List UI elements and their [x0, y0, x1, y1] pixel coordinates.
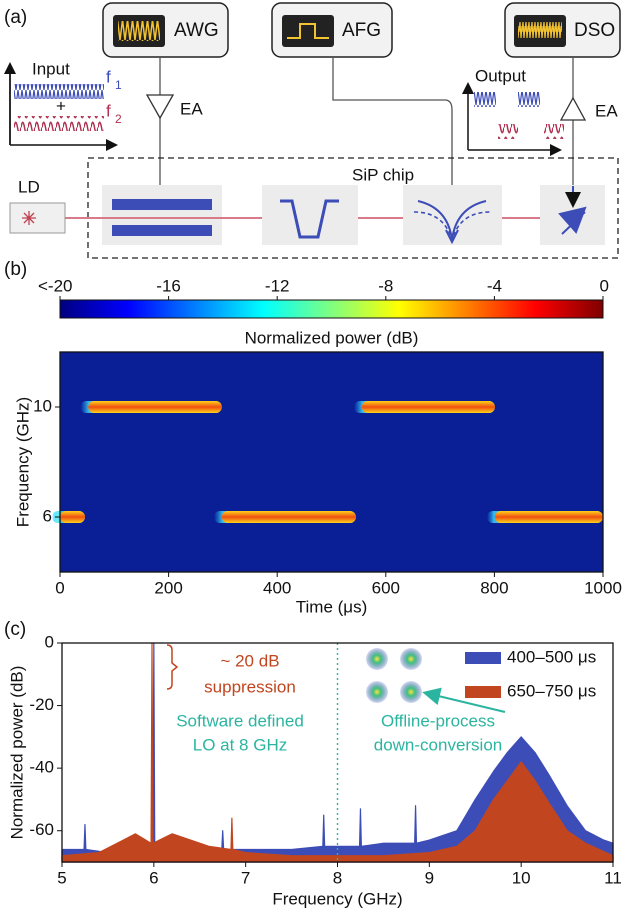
x-tick-label: 9: [425, 868, 434, 887]
dso-label: DSO: [574, 20, 615, 41]
electrode: [112, 225, 212, 236]
y-tick-label: -20: [29, 695, 54, 714]
laser-label: LD: [18, 177, 40, 196]
segment: [60, 511, 85, 523]
y-tick-label: 6: [43, 506, 52, 525]
annotation: ~ 20 dB: [220, 651, 279, 670]
legend-swatch: [465, 686, 501, 698]
awg-wave: [118, 21, 160, 41]
segment: [494, 511, 603, 523]
x-tick-label: 7: [241, 868, 250, 887]
f1-sub: 1: [115, 78, 122, 92]
colorbar-label: Normalized power (dB): [245, 328, 419, 347]
colorbar-tick-label: <-20: [38, 276, 73, 295]
output-burst: [518, 92, 540, 107]
amp-label: EA: [595, 101, 618, 120]
plus: +: [56, 96, 66, 115]
afg-wave: [287, 23, 329, 39]
x-tick-label: 5: [57, 868, 66, 887]
constellation: [366, 681, 388, 703]
y-axis-label: Frequency (GHz): [13, 397, 32, 527]
colorbar-tick-label: 0: [600, 276, 609, 295]
input-title: Input: [32, 59, 70, 78]
awg-label: AWG: [174, 20, 219, 41]
output-burst: [474, 92, 496, 107]
constellation: [400, 681, 422, 703]
x-tick-label: 400: [263, 578, 291, 597]
constellation: [366, 648, 388, 670]
x-tick-label: 10: [512, 868, 531, 887]
segment: [221, 511, 356, 523]
x-tick-label: 600: [372, 578, 400, 597]
x-tick-label: 8: [333, 868, 342, 887]
colorbar-tick-label: -12: [265, 276, 290, 295]
plot-frame: [61, 642, 614, 863]
afg-icon: [282, 15, 334, 47]
amplifier: [145, 94, 175, 120]
filter-icon: [280, 199, 339, 239]
y-tick-label: 0: [45, 632, 54, 651]
output-burst: [544, 124, 564, 139]
annotations: ~ 20 dB suppression Software defined LO …: [166, 644, 506, 754]
x-tick-label: 11: [604, 868, 622, 887]
electrode: [112, 199, 212, 210]
panel-label: (c): [4, 619, 26, 640]
amp-label: EA: [180, 99, 203, 118]
dso-wave: [518, 21, 562, 41]
laser: [9, 202, 66, 234]
panel-label: (b): [4, 259, 27, 280]
y-tick-label: -60: [29, 820, 54, 839]
x-tick-label: 6: [149, 868, 158, 887]
panel-label: (a): [4, 7, 27, 28]
colorbar-tick-label: -8: [378, 276, 393, 295]
x-tick-label: 1000: [584, 578, 622, 597]
y-tick-label: -40: [29, 758, 54, 777]
f1-label: f: [106, 67, 111, 86]
spectrum: [61, 642, 614, 863]
schematic: (a) AWG AFG DSO EA EA Input + f 1 f 2 Ou…: [4, 2, 621, 259]
y-tick-label: 10: [33, 396, 52, 415]
output-burst: [498, 124, 518, 139]
afg-label: AFG: [342, 20, 381, 41]
input-wave-1: [14, 84, 104, 99]
chip-outline: [87, 157, 619, 259]
x-tick-label: 800: [480, 578, 508, 597]
colorbar: [59, 299, 604, 319]
laser-icon: [22, 211, 36, 225]
filter: [262, 185, 358, 245]
amplifier: [559, 96, 587, 121]
x-tick-label: 200: [154, 578, 182, 597]
chip-label: SiP chip: [352, 165, 414, 184]
heatmap-background: [60, 352, 603, 572]
output-title: Output: [475, 66, 526, 85]
constellation: [400, 648, 422, 670]
x-axis-label: Time (μs): [296, 597, 368, 616]
annotation: Offline-process: [381, 711, 495, 730]
y-axis-label: Normalized power (dB): [7, 666, 26, 840]
x-tick-label: 0: [55, 578, 64, 597]
colorbar-tick-label: -16: [156, 276, 181, 295]
pointer: [422, 687, 506, 713]
annotation: Software defined: [176, 711, 304, 730]
legend-label: 650–750 μs: [507, 681, 596, 700]
plot-frame: [59, 351, 604, 573]
segment: [88, 401, 222, 413]
annotation: suppression: [204, 677, 296, 696]
x-axis-label: Frequency (GHz): [272, 889, 402, 908]
f2-sub: 2: [115, 112, 122, 126]
annotation: down-conversion: [374, 735, 503, 754]
input-wave-2: [14, 116, 104, 131]
detector-icon: [558, 206, 587, 235]
colorbar-tick-label: -4: [487, 276, 502, 295]
legend-swatch: [465, 652, 501, 664]
bracket: [166, 644, 179, 690]
f2-label: f: [106, 101, 111, 120]
afg-wire: [332, 57, 453, 186]
coupler-arrow: [445, 229, 459, 245]
segment: [361, 401, 495, 413]
annotation: LO at 8 GHz: [193, 735, 287, 754]
legend-label: 400–500 μs: [507, 647, 596, 666]
